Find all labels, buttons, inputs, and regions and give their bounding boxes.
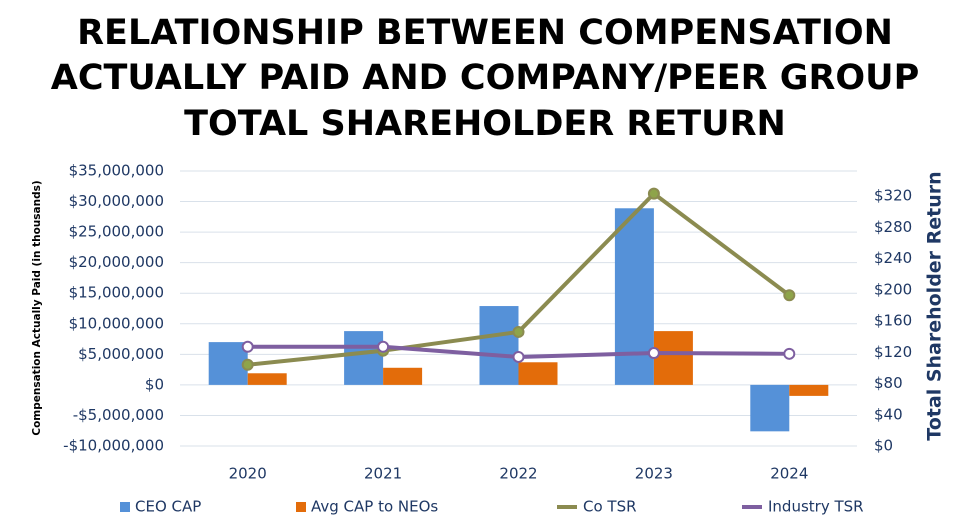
chart-title: ACTUALLY PAID AND COMPANY/PEER GROUP <box>51 58 920 98</box>
y2-tick-label: $80 <box>874 374 903 392</box>
y-axis-label: Compensation Actually Paid (in thousands… <box>31 180 43 435</box>
legend-label: Co TSR <box>583 498 637 516</box>
x-tick-label: 2023 <box>635 465 673 483</box>
y2-tick-label: $160 <box>874 312 912 330</box>
y2-tick-label: $200 <box>874 280 912 298</box>
x-tick-label: 2020 <box>229 465 267 483</box>
legend-swatch <box>120 502 130 512</box>
bar <box>344 331 384 385</box>
legend-label: Industry TSR <box>768 498 864 516</box>
y-tick-label: $25,000,000 <box>69 223 164 241</box>
marker <box>647 187 660 200</box>
y2-tick-label: $40 <box>874 405 903 423</box>
chart-title: TOTAL SHAREHOLDER RETURN <box>184 104 786 144</box>
bar <box>614 208 654 385</box>
y-tick-label: $15,000,000 <box>69 284 164 302</box>
y-tick-label: -$10,000,000 <box>63 437 164 455</box>
x-tick-label: 2024 <box>770 465 808 483</box>
y-tick-label: $10,000,000 <box>69 314 164 332</box>
marker <box>647 347 660 360</box>
y-tick-label: -$5,000,000 <box>73 406 164 424</box>
bar <box>518 362 558 385</box>
y-tick-label: $35,000,000 <box>69 162 164 180</box>
y2-axis-label: Total Shareholder Return <box>924 171 946 440</box>
x-tick-label: 2022 <box>499 465 537 483</box>
legend-label: Avg CAP to NEOs <box>311 498 438 516</box>
y2-tick-label: $120 <box>874 343 912 361</box>
y-tick-label: $30,000,000 <box>69 192 164 210</box>
bar <box>479 306 519 385</box>
legend-label: CEO CAP <box>135 498 201 516</box>
marker <box>241 358 254 371</box>
bar <box>383 367 423 385</box>
y-tick-label: $20,000,000 <box>69 253 164 271</box>
bar <box>653 331 693 385</box>
y-tick-label: $5,000,000 <box>78 345 164 363</box>
y2-tick-label: $240 <box>874 249 912 267</box>
bar <box>208 342 248 385</box>
x-tick-label: 2021 <box>364 465 402 483</box>
marker <box>783 347 796 360</box>
marker <box>512 350 525 363</box>
marker <box>377 340 390 353</box>
marker <box>512 325 525 338</box>
y2-tick-label: $320 <box>874 187 912 205</box>
marker <box>241 340 254 353</box>
y2-tick-label: $280 <box>874 218 912 236</box>
bar <box>247 373 287 385</box>
y2-tick-label: $0 <box>874 437 893 455</box>
bar <box>750 384 790 432</box>
bar <box>789 384 829 396</box>
marker <box>783 289 796 302</box>
y-tick-label: $0 <box>145 375 164 393</box>
legend-swatch <box>296 502 306 512</box>
chart-title: RELATIONSHIP BETWEEN COMPENSATION <box>77 13 893 53</box>
